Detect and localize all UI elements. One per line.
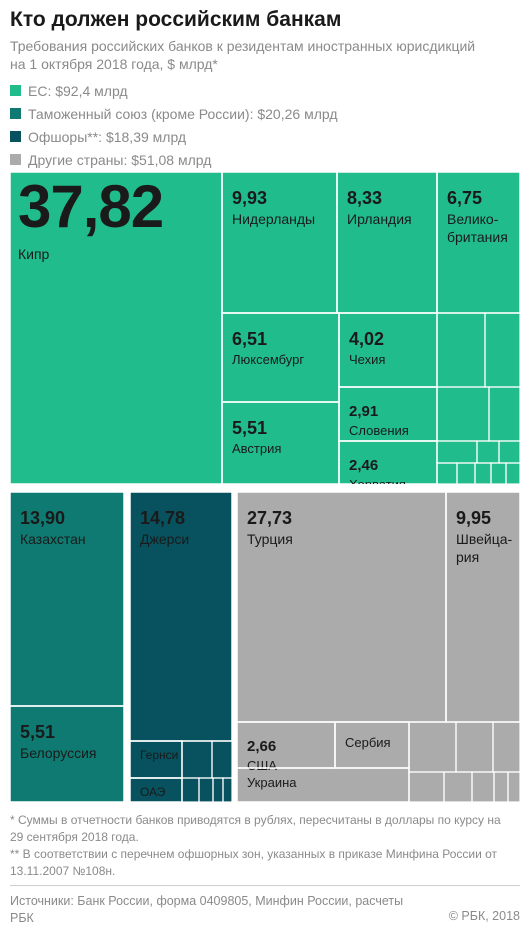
sources-text: Источники: Банк России, форма 0409805, М… (10, 894, 404, 925)
divider (10, 885, 520, 886)
country-label: США (247, 758, 277, 773)
footnote-1: * Суммы в отчетности банков приводятся в… (10, 813, 501, 844)
treemap-cell-словения: 2,91 Словения (338, 386, 438, 442)
treemap-cell-rect (9, 705, 125, 803)
legend-swatch-other (10, 154, 21, 165)
country-label: Велико-британия (447, 211, 508, 245)
legend-label-customs-union: Таможенный союз (кроме России): $20,26 м… (28, 105, 338, 122)
value-label: 9,95 (456, 508, 491, 528)
country-label: Чехия (349, 352, 385, 367)
legend: ЕС: $92,4 млрд Таможенный союз (кроме Ро… (10, 79, 338, 171)
value-label: 2,46 (349, 457, 378, 474)
country-label: ОАЭ (140, 785, 166, 799)
copyright-text: © РБК, 2018 (448, 909, 520, 923)
treemap-cell-белоруссия: 5,51 Белоруссия (9, 705, 125, 803)
treemap-cell-ирландия: 8,33 Ирландия (336, 171, 438, 314)
value-label: 2,66 (247, 738, 276, 755)
footnote-2: ** В соответствии с перечнем офшорных зо… (10, 847, 498, 878)
country-label: Швейца-рия (456, 531, 513, 565)
legend-item-eu: ЕС: $92,4 млрд (10, 79, 338, 102)
country-label: Украина (247, 775, 297, 790)
value-label: 37,82 (18, 173, 163, 240)
treemap-cell-оаэ: ОАЭ (129, 777, 183, 803)
chart-title: Кто должен российским банкам (10, 8, 342, 31)
group-bg-таможенный-союз-кроме-россии- (10, 492, 124, 802)
value-label: 13,90 (20, 508, 65, 528)
country-label: Нидерланды (232, 211, 315, 227)
value-label: 27,73 (247, 508, 292, 528)
country-label: Ирландия (347, 211, 412, 227)
legend-item-offshore: Офшоры**: $18,39 млрд (10, 125, 338, 148)
treemap-cell-rect (129, 777, 183, 803)
group-bg-ес (10, 172, 520, 484)
value-label: 5,51 (232, 418, 267, 438)
country-label: Гернси (140, 748, 178, 762)
value-label: 8,33 (347, 188, 382, 208)
group-bg-офшоры (130, 492, 232, 802)
country-label: Сербия (345, 735, 391, 750)
legend-label-offshore: Офшоры**: $18,39 млрд (28, 128, 187, 145)
treemap-cell-казахстан: 13,90 Казахстан (9, 491, 125, 707)
treemap-cell-minor (507, 771, 521, 803)
value-label: 6,75 (447, 188, 482, 208)
footnotes: * Суммы в отчетности банков приводятся в… (10, 812, 510, 880)
value-label: 14,78 (140, 508, 185, 528)
value-label: 5,51 (20, 722, 55, 742)
legend-item-other: Другие страны: $51,08 млрд (10, 148, 338, 171)
legend-swatch-eu (10, 85, 21, 96)
treemap-chart: 37,82 Кипр 9,93 Нидерланды 8,33 Ирландия 6,75 В… (9, 171, 521, 803)
value-label: 9,93 (232, 188, 267, 208)
value-label: 4,02 (349, 329, 384, 349)
treemap-cell-украина: Украина (236, 767, 410, 803)
country-label: Кипр (18, 246, 50, 262)
country-label: Джерси (140, 531, 189, 547)
country-label: Турция (247, 531, 293, 547)
group-bg-другие-страны (237, 492, 520, 802)
chart-subtitle: Требования российских банков к резидента… (10, 38, 476, 72)
treemap-cell-minor (222, 777, 233, 803)
country-label: Казахстан (20, 531, 86, 547)
country-label: Словения (349, 423, 409, 438)
legend-label-eu: ЕС: $92,4 млрд (28, 82, 128, 99)
legend-swatch-customs-union (10, 108, 21, 119)
legend-item-customs-union: Таможенный союз (кроме России): $20,26 м… (10, 102, 338, 125)
treemap-cell-велико-британия: 6,75 Велико-британия (436, 171, 521, 314)
country-label: Белоруссия (20, 745, 97, 761)
treemap-cell-швейца-рия: 9,95 Швейца-рия (445, 491, 521, 723)
treemap-cell-rect (436, 171, 521, 314)
value-label: 2,91 (349, 403, 378, 420)
value-label: 6,51 (232, 329, 267, 349)
country-label: Люксембург (232, 352, 304, 367)
legend-label-other: Другие страны: $51,08 млрд (28, 151, 212, 168)
legend-swatch-offshore (10, 131, 21, 142)
treemap-cell-rect (236, 767, 410, 803)
country-label: Австрия (232, 441, 281, 456)
